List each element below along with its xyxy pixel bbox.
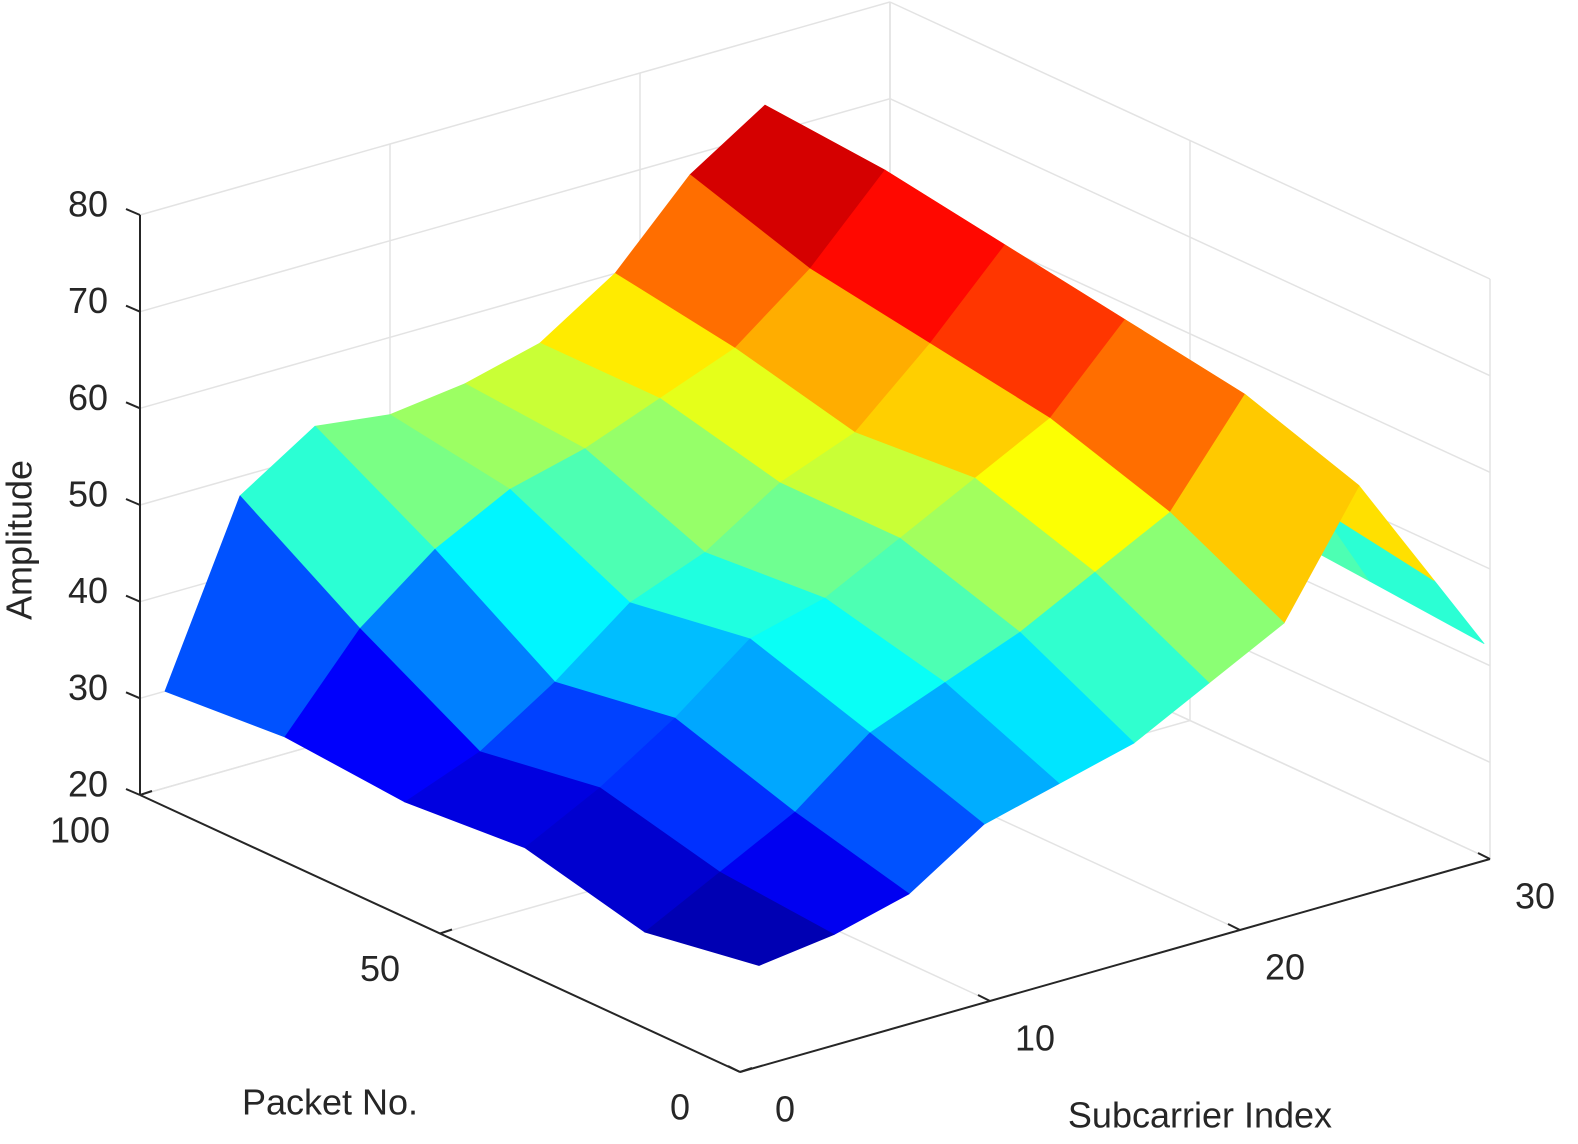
y-axis-label: Packet No. xyxy=(242,1082,418,1123)
z-tick-label: 20 xyxy=(68,764,108,805)
z-tick xyxy=(125,304,141,313)
y-tick-label: 0 xyxy=(670,1087,690,1128)
x-tick xyxy=(977,994,991,1002)
z-tick xyxy=(125,208,141,216)
z-tick xyxy=(125,401,141,410)
x-tick-label: 30 xyxy=(1515,876,1555,917)
z-tick-label: 40 xyxy=(68,570,108,611)
z-tick-label: 70 xyxy=(68,280,108,321)
x-tick-label: 10 xyxy=(1015,1018,1055,1059)
grid-line xyxy=(889,97,1491,377)
x-axis-label: Subcarrier Index xyxy=(1068,1095,1332,1136)
grid-line xyxy=(889,1,1491,280)
x-tick xyxy=(1227,923,1241,931)
z-tick xyxy=(125,498,141,506)
x-tick-label: 0 xyxy=(775,1089,795,1130)
z-tick-label: 50 xyxy=(68,474,108,515)
x-tick xyxy=(1477,852,1491,860)
x-axis xyxy=(739,858,1491,1073)
grid-line xyxy=(139,1,891,216)
z-tick-label: 80 xyxy=(68,184,108,225)
y-tick-label: 100 xyxy=(50,810,110,851)
y-tick xyxy=(439,928,453,935)
z-tick-label: 30 xyxy=(68,667,108,708)
x-tick-label: 20 xyxy=(1265,947,1305,988)
z-axis-label: Amplitude xyxy=(0,460,40,620)
z-tick xyxy=(125,788,141,796)
surface-patch xyxy=(644,871,835,966)
x-tick xyxy=(727,1065,741,1073)
z-tick xyxy=(125,594,141,603)
z-tick-label: 60 xyxy=(68,377,108,418)
z-tick xyxy=(125,691,141,700)
y-tick xyxy=(139,790,153,796)
y-tick-label: 50 xyxy=(360,948,400,989)
y-tick xyxy=(739,1067,753,1073)
